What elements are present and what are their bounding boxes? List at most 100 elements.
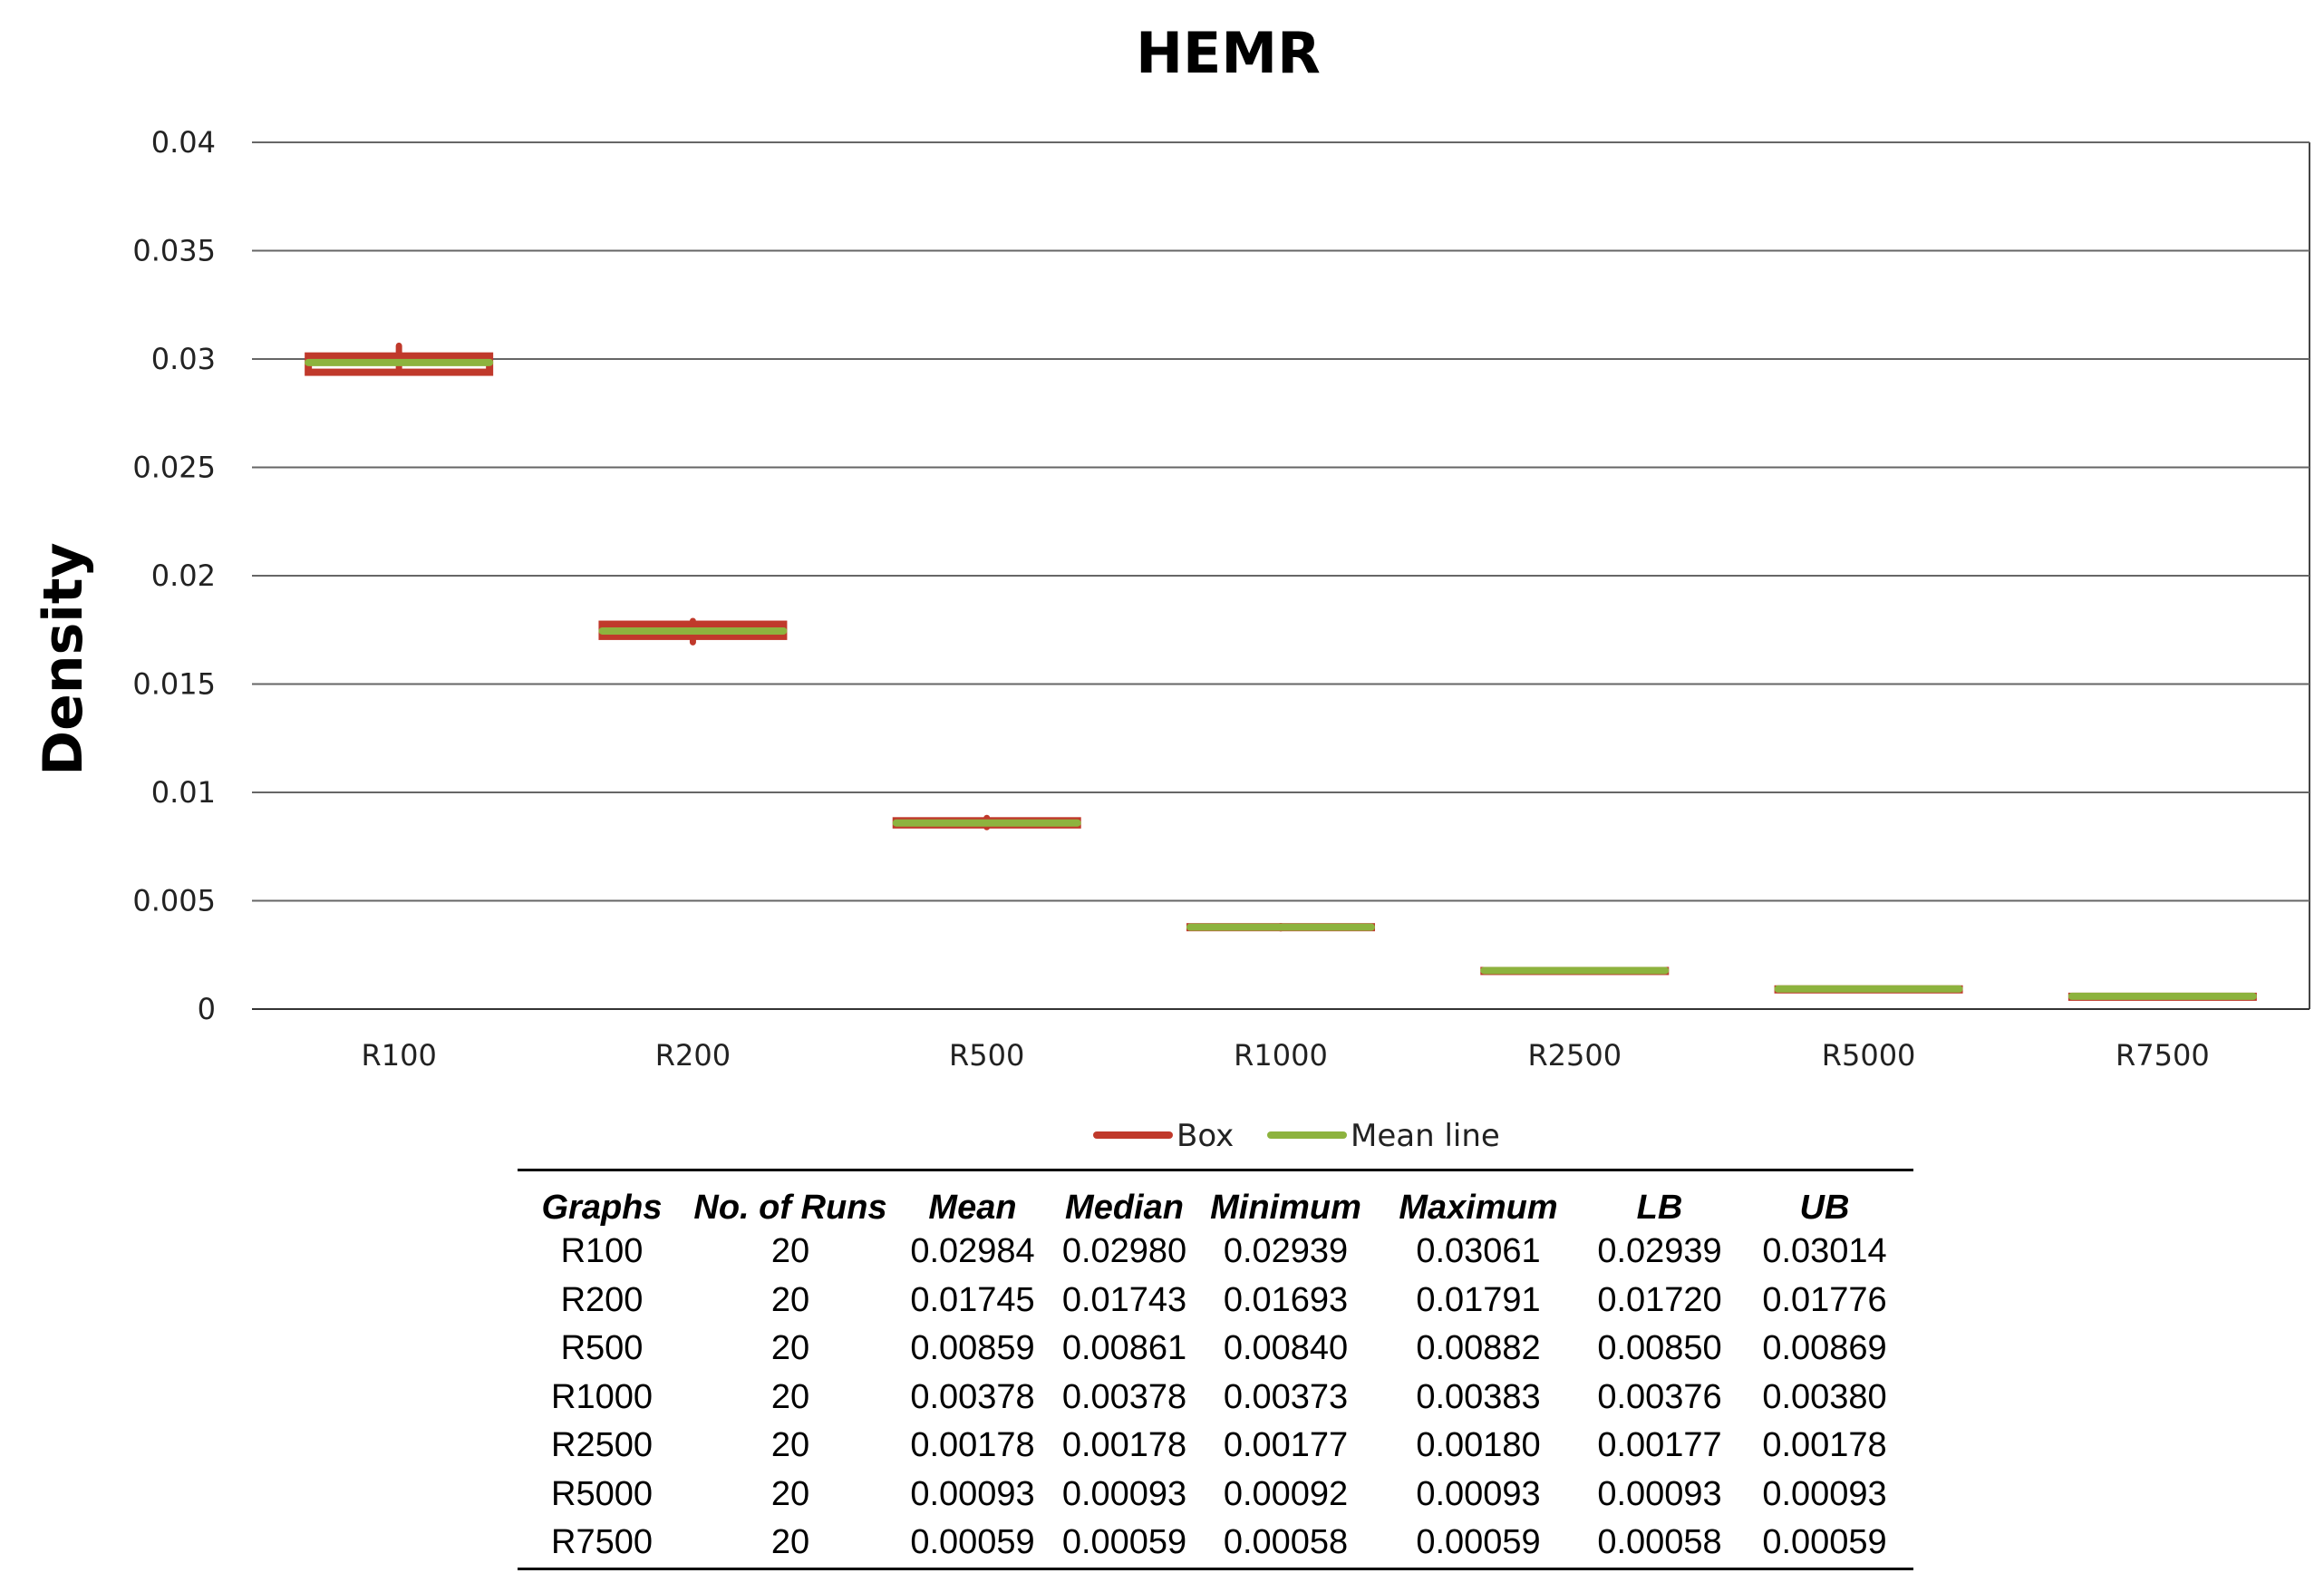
row-graph-name: R500: [560, 1329, 644, 1368]
y-tick-label: 0: [198, 992, 216, 1026]
table-cell: 0.00383: [1416, 1377, 1541, 1416]
legend-label-box: Box: [1177, 1118, 1234, 1154]
x-tick-label: R500: [949, 1038, 1024, 1073]
row-graph-name: R7500: [551, 1523, 653, 1562]
row-graph-name: R100: [560, 1232, 644, 1271]
table-cell: 0.00059: [1762, 1523, 1887, 1562]
table-cell: 0.03014: [1762, 1232, 1887, 1271]
table-cell: 0.00859: [910, 1329, 1035, 1368]
y-tick-label: 0.04: [151, 125, 216, 160]
table-cell: 20: [770, 1426, 810, 1465]
table-cell: 0.00059: [910, 1523, 1035, 1562]
header-lb: LB: [1636, 1189, 1683, 1227]
table-cell: 0.00861: [1061, 1329, 1187, 1368]
table-cell: 20: [770, 1280, 810, 1319]
table-cell: 0.00178: [910, 1426, 1035, 1465]
table-cell: 0.00373: [1223, 1377, 1349, 1416]
table-cell: 0.02939: [1597, 1232, 1722, 1271]
row-graph-name: R200: [560, 1280, 644, 1319]
table-cell: 0.00059: [1061, 1523, 1187, 1562]
table-cell: 0.00180: [1416, 1426, 1541, 1465]
header-graphs: Graphs: [541, 1189, 663, 1227]
table-cell: 0.01720: [1597, 1280, 1722, 1319]
table-cell: 20: [770, 1329, 810, 1368]
plot-marks: [305, 342, 2257, 1001]
table-row: R7500 20 0.00059 0.00059 0.00058 0.00059 0.000…: [518, 1519, 1913, 1568]
table-cell: 0.00093: [1762, 1474, 1887, 1513]
y-tick-label: 0.015: [132, 667, 216, 702]
y-axis-label: Density: [32, 542, 95, 775]
table-body: R100 20 0.02984 0.02980 0.02939 0.03061 0.0293…: [518, 1228, 1913, 1568]
table-cell: 0.00380: [1762, 1377, 1887, 1416]
y-tick-label: 0.02: [151, 558, 216, 593]
table-row: R200 20 0.01745 0.01743 0.01693 0.01791 0.0172…: [518, 1277, 1913, 1325]
table-cell: 0.00378: [1061, 1377, 1187, 1416]
table-cell: 0.02980: [1061, 1232, 1187, 1271]
table-cell: 0.01693: [1223, 1280, 1349, 1319]
x-tick-label: R1000: [1234, 1038, 1328, 1073]
table-cell: 20: [770, 1377, 810, 1416]
row-graph-name: R1000: [551, 1377, 653, 1416]
table-cell: 0.00178: [1061, 1426, 1187, 1465]
table-cell: 0.02939: [1223, 1232, 1349, 1271]
legend: Box Mean line: [1093, 1118, 1500, 1154]
table-cell: 0.00059: [1416, 1523, 1541, 1562]
table-cell: 0.00093: [1061, 1474, 1187, 1513]
table-cell: 0.00840: [1223, 1329, 1349, 1368]
statistics-table: Graphs No. of Runs Mean Median Minimum M…: [518, 1169, 1913, 1570]
table-cell: 0.00177: [1597, 1426, 1722, 1465]
table-row: R1000 20 0.00378 0.00378 0.00373 0.00383 0.003…: [518, 1374, 1913, 1422]
table-cell: 0.03061: [1416, 1232, 1541, 1271]
header-minimum: Minimum: [1210, 1189, 1361, 1227]
table-cell: 0.02984: [910, 1232, 1035, 1271]
row-graph-name: R2500: [551, 1426, 653, 1465]
box-plot-chart: HEMR Density 0 0.005 0.01 0.015 0.02 0.025 0.0…: [32, 20, 2310, 1154]
table-cell: 0.01743: [1061, 1280, 1187, 1319]
legend-label-mean-line: Mean line: [1351, 1118, 1500, 1154]
table-cell: 0.00092: [1223, 1474, 1349, 1513]
header-median: Median: [1065, 1189, 1184, 1227]
chart-title: HEMR: [1136, 20, 1321, 86]
x-tick-label: R7500: [2116, 1038, 2210, 1073]
y-tick-label: 0.025: [132, 451, 216, 485]
header-maximum: Maximum: [1399, 1189, 1558, 1227]
table-cell: 0.00882: [1416, 1329, 1541, 1368]
table-cell: 0.00093: [910, 1474, 1035, 1513]
table-cell: 0.00869: [1762, 1329, 1887, 1368]
table-cell: 20: [770, 1474, 810, 1513]
gridlines: [252, 141, 2310, 1010]
table-row: R5000 20 0.00093 0.00093 0.00092 0.00093 0.000…: [518, 1471, 1913, 1520]
table-cell: 0.01745: [910, 1280, 1035, 1319]
table-cell: 0.00850: [1597, 1329, 1722, 1368]
table-cell: 0.00093: [1416, 1474, 1541, 1513]
table-cell: 0.00058: [1223, 1523, 1349, 1562]
table-row: R2500 20 0.00178 0.00178 0.00177 0.00180 0.001…: [518, 1422, 1913, 1471]
table-header-row: Graphs No. of Runs Mean Median Minimum M…: [518, 1170, 1913, 1228]
header-no-of-runs: No. of Runs: [693, 1189, 887, 1227]
x-axis-ticks: R100 R200 R500 R1000 R2500 R5000 R7500: [361, 1038, 2209, 1073]
y-tick-label: 0.01: [151, 775, 216, 810]
table-cell: 20: [770, 1523, 810, 1562]
table-cell: 0.00093: [1597, 1474, 1722, 1513]
table-cell: 0.00178: [1762, 1426, 1887, 1465]
y-tick-label: 0.035: [132, 234, 216, 268]
table-row: R500 20 0.00859 0.00861 0.00840 0.00882 0.0085…: [518, 1325, 1913, 1374]
header-ub: UB: [1799, 1189, 1850, 1227]
x-tick-label: R2500: [1527, 1038, 1622, 1073]
y-axis-ticks: 0 0.005 0.01 0.015 0.02 0.025 0.03 0.035 0.04: [132, 125, 216, 1026]
header-mean: Mean: [928, 1189, 1017, 1227]
x-tick-label: R5000: [1822, 1038, 1916, 1073]
table-cell: 0.00376: [1597, 1377, 1722, 1416]
table-cell: 0.00378: [910, 1377, 1035, 1416]
y-tick-label: 0.03: [151, 342, 216, 376]
table-cell: 0.00177: [1223, 1426, 1349, 1465]
table-row: R100 20 0.02984 0.02980 0.02939 0.03061 0.0293…: [518, 1228, 1913, 1277]
table-cell: 20: [770, 1232, 810, 1271]
table-cell: 0.00058: [1597, 1523, 1722, 1562]
x-tick-label: R100: [361, 1038, 436, 1073]
row-graph-name: R5000: [551, 1474, 653, 1513]
x-tick-label: R200: [655, 1038, 731, 1073]
y-tick-label: 0.005: [132, 884, 216, 918]
table-cell: 0.01776: [1762, 1280, 1887, 1319]
table-cell: 0.01791: [1416, 1280, 1541, 1319]
